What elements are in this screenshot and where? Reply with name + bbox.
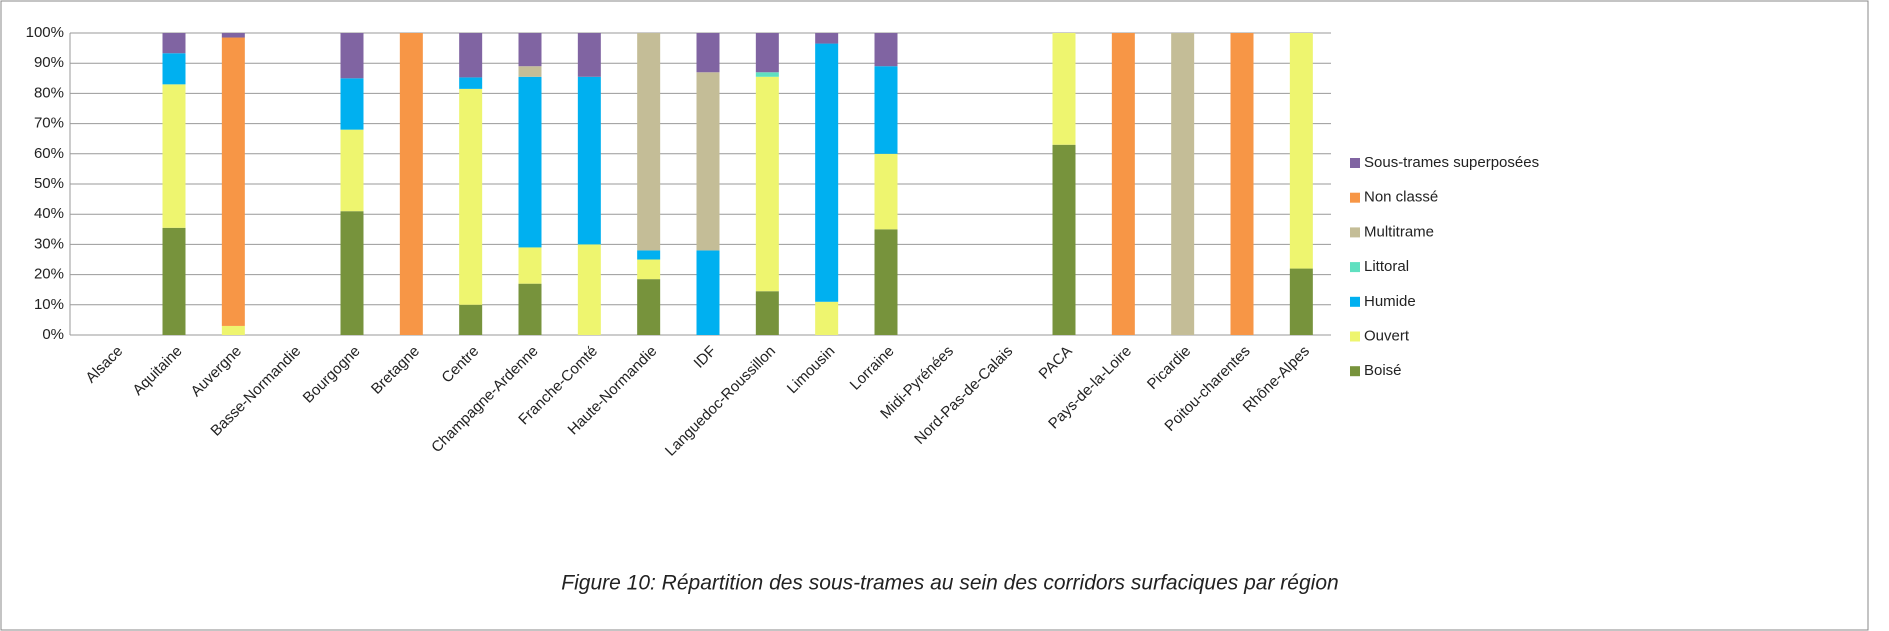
legend-label: Littoral	[1364, 258, 1409, 275]
bar-segment	[459, 77, 483, 89]
bar-segment	[755, 291, 779, 335]
legend-label: Multitrame	[1364, 223, 1434, 240]
legend-label: Humide	[1364, 293, 1416, 310]
bar-segment	[815, 43, 839, 302]
y-tick-label: 0%	[42, 326, 64, 343]
bar-segment	[1171, 33, 1195, 335]
caption: Figure 10: Répartition des sous-trames a…	[561, 572, 1338, 595]
bar-segment	[518, 283, 542, 335]
bar-segment	[340, 129, 364, 212]
bar-segment	[1111, 33, 1135, 335]
legend-swatch	[1350, 227, 1360, 238]
bar-segment	[1052, 144, 1076, 335]
bar-segment	[577, 76, 601, 245]
bar-segment	[637, 250, 661, 260]
bar-segment	[874, 229, 898, 335]
bar-segment	[518, 247, 542, 284]
bar-segment	[221, 325, 245, 335]
bar-segment	[1230, 33, 1254, 335]
bar-segment	[696, 33, 720, 73]
bar-segment	[755, 76, 779, 292]
legend-swatch	[1350, 262, 1360, 273]
bar-segment	[162, 84, 186, 228]
bar-segment	[518, 66, 542, 77]
bar-segment	[696, 72, 720, 251]
y-tick-label: 100%	[26, 24, 64, 41]
bar-segment	[815, 33, 839, 44]
bar-segment	[874, 153, 898, 230]
bar-segment	[755, 72, 779, 77]
bar-segment	[221, 33, 245, 38]
bar-segment	[874, 33, 898, 67]
bar-segment	[459, 304, 483, 335]
bar-segment	[637, 33, 661, 251]
legend-label: Non classé	[1364, 189, 1438, 206]
y-tick-label: 10%	[34, 296, 64, 313]
legend-label: Boisé	[1364, 362, 1402, 379]
bar-segment	[637, 259, 661, 280]
bar-segment	[518, 76, 542, 248]
bar-segment	[637, 279, 661, 335]
bar-segment	[340, 78, 364, 130]
bar-segment	[815, 301, 839, 335]
bar-segment	[1289, 33, 1313, 269]
legend-swatch	[1350, 366, 1360, 377]
y-tick-label: 80%	[34, 84, 64, 101]
bar-segment	[755, 33, 779, 73]
legend-label: Ouvert	[1364, 327, 1410, 344]
bar-segment	[1289, 268, 1313, 335]
bar-segment	[696, 250, 720, 335]
bar-segment	[162, 53, 186, 85]
bar-segment	[577, 33, 601, 77]
legend-label: Sous-trames superposées	[1364, 154, 1539, 171]
bar-segment	[340, 33, 364, 79]
y-tick-label: 20%	[34, 266, 64, 283]
bar-segment	[518, 33, 542, 67]
bar-segment	[399, 33, 423, 335]
y-tick-label: 30%	[34, 235, 64, 252]
bar-segment	[874, 66, 898, 154]
y-tick-label: 40%	[34, 205, 64, 222]
bar-segment	[459, 88, 483, 305]
y-tick-label: 90%	[34, 54, 64, 71]
y-tick-label: 60%	[34, 145, 64, 162]
y-tick-label: 50%	[34, 175, 64, 192]
bar-segment	[577, 244, 601, 335]
bar-segment	[221, 37, 245, 326]
y-tick-label: 70%	[34, 115, 64, 132]
bar-segment	[340, 211, 364, 335]
legend-swatch	[1350, 192, 1360, 203]
bar-segment	[162, 227, 186, 335]
bar-segment	[459, 33, 483, 78]
legend-swatch	[1350, 331, 1360, 342]
legend-swatch	[1350, 296, 1360, 307]
bar-segment	[1052, 33, 1076, 145]
bar-segment	[162, 33, 186, 54]
legend-swatch	[1350, 158, 1360, 168]
